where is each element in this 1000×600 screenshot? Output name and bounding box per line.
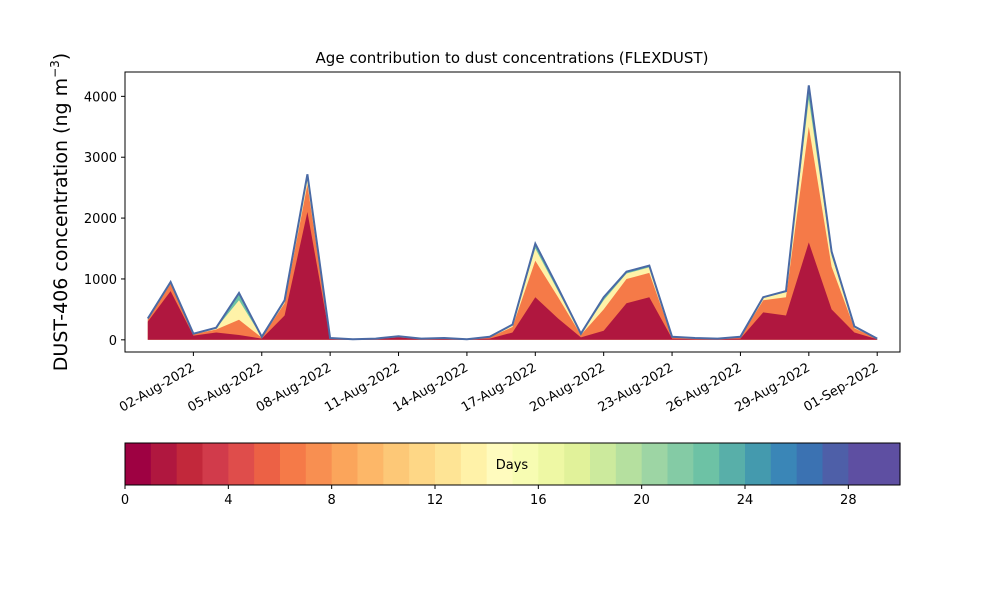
colorbar-cell <box>641 443 669 485</box>
colorbar-cell <box>719 443 746 485</box>
colorbar-cell <box>280 443 307 485</box>
chart-title: Age contribution to dust concentrations … <box>316 49 709 67</box>
x-tick-label: 08-Aug-2022 <box>254 360 334 415</box>
y-axis-label: DUST-406 concentration (ng m−3) <box>48 53 72 371</box>
colorbar-tick-label: 16 <box>530 493 547 508</box>
y-axis: 0 1000 2000 3000 4000 <box>84 90 125 349</box>
colorbar-axis: 0 4 8 12 16 20 24 28 <box>121 485 857 508</box>
colorbar <box>125 443 901 485</box>
colorbar-cell <box>460 443 488 485</box>
colorbar-cell <box>745 443 772 485</box>
colorbar-cell <box>564 443 591 485</box>
colorbar-label: Days <box>496 458 529 473</box>
y-tick-label: 3000 <box>84 151 117 166</box>
colorbar-frame <box>124 442 901 486</box>
colorbar-cell <box>796 443 824 485</box>
x-tick-label: 29-Aug-2022 <box>732 360 812 415</box>
colorbar-cell <box>357 443 384 485</box>
colorbar-cell <box>615 443 643 485</box>
colorbar-cell <box>176 443 204 485</box>
colorbar-cell <box>693 443 720 485</box>
colorbar-cell <box>150 443 178 485</box>
y-tick-label: 2000 <box>84 212 117 227</box>
x-tick-label: 20-Aug-2022 <box>527 360 607 415</box>
colorbar-tick-label: 0 <box>121 493 129 508</box>
colorbar-cell <box>874 443 901 485</box>
colorbar-tick-label: 28 <box>840 493 857 508</box>
colorbar-cell <box>228 443 255 485</box>
plot-frame <box>124 71 901 353</box>
colorbar-cell <box>305 443 333 485</box>
x-tick-label: 14-Aug-2022 <box>391 360 471 415</box>
colorbar-cell <box>409 443 436 485</box>
colorbar-cell <box>770 443 798 485</box>
colorbar-cell <box>331 443 359 485</box>
colorbar-cell <box>254 443 281 485</box>
x-tick-label: 17-Aug-2022 <box>459 360 539 415</box>
colorbar-cell <box>383 443 410 485</box>
colorbar-cell <box>512 443 539 485</box>
colorbar-cell <box>538 443 565 485</box>
y-tick-label: 1000 <box>84 273 117 288</box>
colorbar-cell <box>590 443 617 485</box>
colorbar-cell <box>435 443 462 485</box>
total-line <box>146 85 878 341</box>
y-tick-label: 4000 <box>84 90 117 105</box>
colorbar-tick-label: 20 <box>633 493 650 508</box>
colorbar-cell <box>202 443 229 485</box>
x-tick-label: 01-Sep-2022 <box>801 360 881 415</box>
colorbar-tick-label: 8 <box>328 493 336 508</box>
age-area-1 <box>147 212 878 340</box>
x-tick-label: 05-Aug-2022 <box>185 360 265 415</box>
colorbar-cell <box>486 443 514 485</box>
x-tick-label: 11-Aug-2022 <box>322 360 402 415</box>
colorbar-tick-label: 12 <box>427 493 444 508</box>
stacked-areas <box>146 85 878 341</box>
colorbar-tick-label: 24 <box>737 493 754 508</box>
colorbar-tick-label: 4 <box>224 493 232 508</box>
x-tick-label: 23-Aug-2022 <box>596 360 676 415</box>
colorbar-cell <box>822 443 849 485</box>
x-axis: 02-Aug-202205-Aug-202208-Aug-202211-Aug-… <box>117 352 881 416</box>
colorbar-cell <box>848 443 875 485</box>
x-tick-label: 26-Aug-2022 <box>664 360 744 415</box>
x-tick-label: 02-Aug-2022 <box>117 360 197 415</box>
y-tick-label: 0 <box>109 334 117 349</box>
colorbar-cell <box>667 443 694 485</box>
colorbar-cell <box>125 443 152 485</box>
